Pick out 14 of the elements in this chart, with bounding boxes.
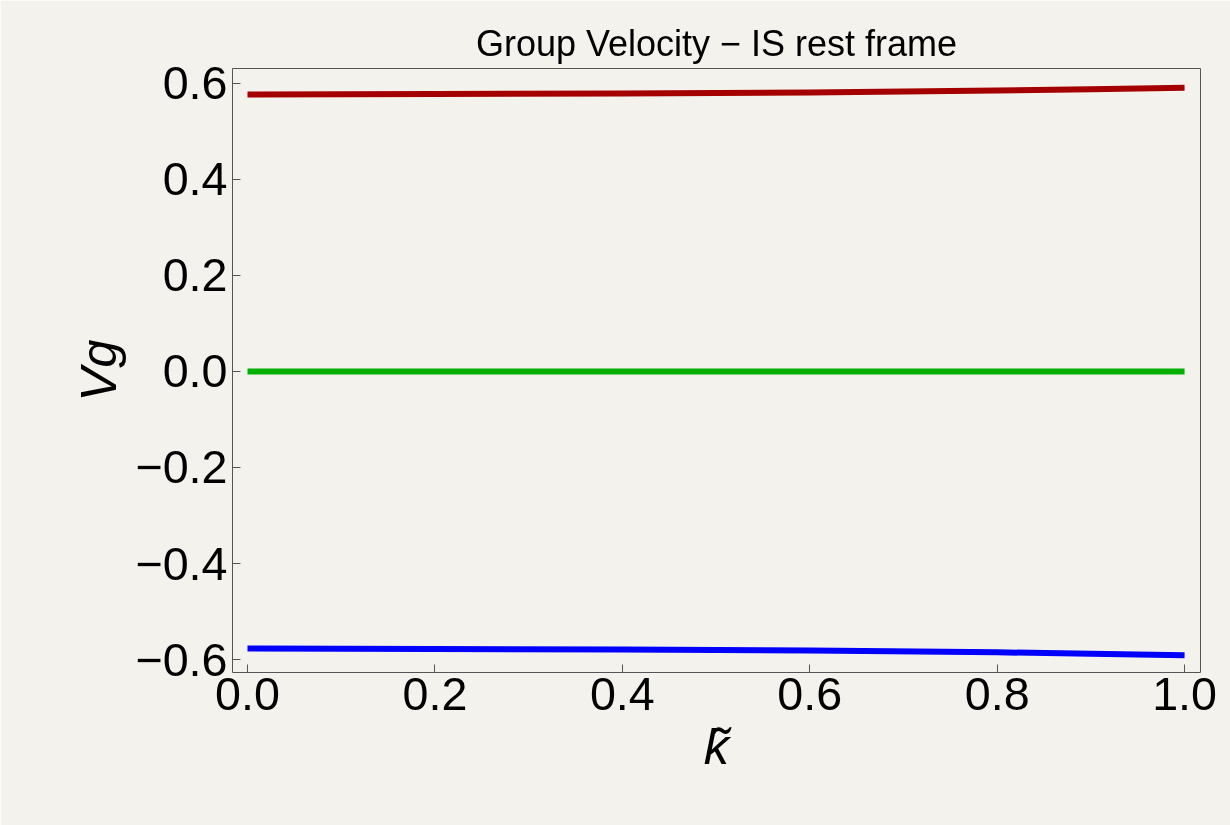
y-tick-label: 0.6 (162, 57, 228, 110)
y-tick-label: 0.4 (162, 153, 228, 206)
x-axis-title: k̃ (703, 717, 732, 775)
x-tick-label: 0.6 (777, 667, 843, 720)
x-tick-label: 0.4 (589, 667, 655, 720)
chart-title: Group Velocity − IS rest frame (475, 22, 958, 64)
y-tick-label: 0.2 (162, 249, 228, 302)
x-tick-label: 0.8 (964, 667, 1030, 720)
y-tick-label: −0.4 (135, 537, 228, 590)
x-tick-label: 1.0 (1152, 667, 1217, 720)
y-tick-label: 0.0 (162, 345, 228, 398)
x-tick-label: 0.2 (402, 667, 468, 720)
y-tick-label: −0.2 (135, 441, 228, 494)
y-axis-title: Vg (70, 339, 128, 402)
